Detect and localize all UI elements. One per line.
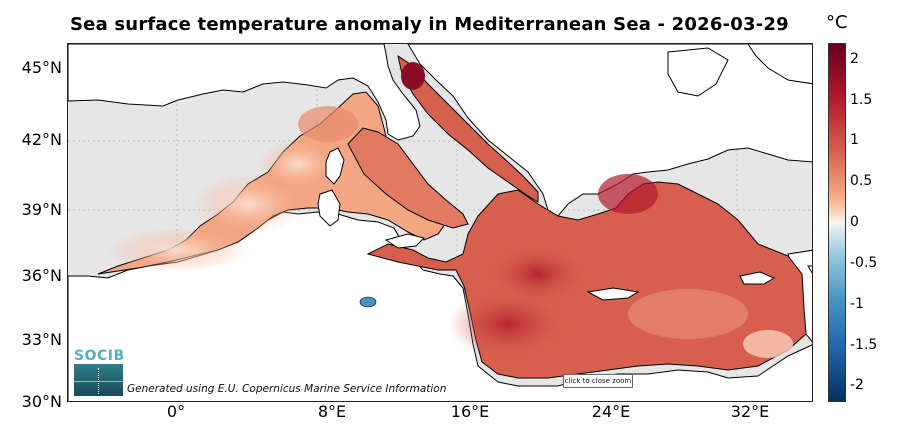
lat-tick-45: 45°N bbox=[21, 58, 62, 77]
colorbar-tick-1-5: 1.5 bbox=[850, 92, 873, 108]
lat-tick-33: 33°N bbox=[21, 330, 62, 349]
colorbar bbox=[828, 43, 846, 402]
lon-tick-8: 8°E bbox=[317, 402, 347, 421]
lon-tick-32: 32°E bbox=[730, 402, 770, 421]
colorbar-tick-2: 2 bbox=[850, 51, 859, 67]
colorbar-tick-0-5: 0.5 bbox=[850, 173, 873, 189]
close-zoom-button[interactable]: click to close zoom bbox=[563, 374, 633, 388]
colorbar-tick-neg-1-5: -1.5 bbox=[850, 337, 878, 353]
lat-tick-36: 36°N bbox=[21, 266, 62, 285]
socib-logo-graphic bbox=[74, 364, 123, 396]
socib-logo-text: SOCIB bbox=[74, 348, 125, 364]
colorbar-tick-neg-2: -2 bbox=[850, 377, 864, 393]
colorbar-tick-neg-0-5: -0.5 bbox=[850, 255, 878, 271]
lat-tick-30: 30°N bbox=[21, 392, 62, 411]
colorbar-tick-1: 1 bbox=[850, 132, 859, 148]
socib-logo: SOCIB bbox=[74, 348, 125, 396]
lon-tick-16: 16°E bbox=[450, 402, 490, 421]
sea-central-north bbox=[347, 54, 539, 229]
colorbar-tick-0: 0 bbox=[850, 214, 859, 230]
lon-tick-24: 24°E bbox=[591, 402, 631, 421]
sea-east bbox=[359, 174, 807, 379]
lat-tick-42: 42°N bbox=[21, 130, 62, 149]
lat-tick-39: 39°N bbox=[21, 200, 62, 219]
map-svg bbox=[68, 44, 812, 401]
map-title: Sea surface temperature anomaly in Medit… bbox=[70, 14, 789, 35]
colorbar-tick-neg-1: -1 bbox=[850, 296, 864, 312]
data-credit: Generated using E.U. Copernicus Marine S… bbox=[127, 383, 447, 395]
lon-tick-0: 0° bbox=[166, 402, 186, 421]
colorbar-unit: °C bbox=[826, 12, 848, 33]
map-area[interactable] bbox=[67, 43, 813, 402]
islands bbox=[317, 147, 776, 301]
